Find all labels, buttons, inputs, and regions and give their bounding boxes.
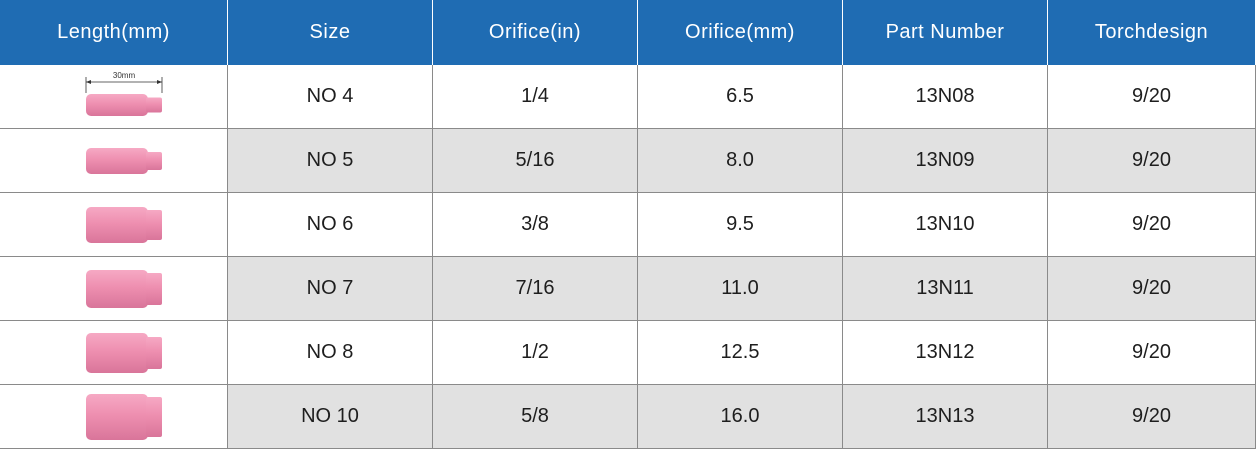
table-cell: NO 4 [228, 65, 433, 129]
image-cell [0, 385, 228, 449]
table-cell: 9/20 [1048, 129, 1256, 193]
table-cell: 8.0 [638, 129, 843, 193]
table-cell: NO 8 [228, 321, 433, 385]
table-cell: 1/2 [433, 321, 638, 385]
table-cell: 1/4 [433, 65, 638, 129]
table-cell: 7/16 [433, 257, 638, 321]
table-cell: 6.5 [638, 65, 843, 129]
nozzle-image [86, 148, 162, 174]
table-cell: 5/8 [433, 385, 638, 449]
table-cell: NO 6 [228, 193, 433, 257]
nozzle-image: 30mm [85, 71, 163, 116]
table-cell: 9/20 [1048, 257, 1256, 321]
table-cell: 9/20 [1048, 321, 1256, 385]
table-cell: 13N08 [843, 65, 1048, 129]
table-cell: 13N13 [843, 385, 1048, 449]
table-cell: 11.0 [638, 257, 843, 321]
table-cell: 13N11 [843, 257, 1048, 321]
table-cell: 5/16 [433, 129, 638, 193]
image-cell [0, 193, 228, 257]
table-cell: 3/8 [433, 193, 638, 257]
nozzle-image [86, 207, 162, 243]
header-cell: Orifice(in) [433, 0, 638, 65]
image-cell: 30mm [0, 65, 228, 129]
table-cell: 12.5 [638, 321, 843, 385]
nozzle-image [86, 270, 162, 308]
table-cell: 9/20 [1048, 65, 1256, 129]
header-cell: Length(mm) [0, 0, 228, 65]
header-cell: Torchdesign [1048, 0, 1256, 65]
table-cell: 9/20 [1048, 385, 1256, 449]
nozzle-image [86, 333, 162, 373]
image-cell [0, 129, 228, 193]
table-cell: 9/20 [1048, 193, 1256, 257]
table-cell: NO 5 [228, 129, 433, 193]
header-cell: Orifice(mm) [638, 0, 843, 65]
table-cell: 13N12 [843, 321, 1048, 385]
table-cell: NO 10 [228, 385, 433, 449]
image-cell [0, 321, 228, 385]
nozzle-image [86, 394, 162, 440]
header-cell: Size [228, 0, 433, 65]
table-cell: 13N09 [843, 129, 1048, 193]
image-cell [0, 257, 228, 321]
dimension-label: 30mm [113, 71, 136, 80]
header-cell: Part Number [843, 0, 1048, 65]
table-cell: 9.5 [638, 193, 843, 257]
table-cell: 16.0 [638, 385, 843, 449]
table-cell: NO 7 [228, 257, 433, 321]
table-cell: 13N10 [843, 193, 1048, 257]
